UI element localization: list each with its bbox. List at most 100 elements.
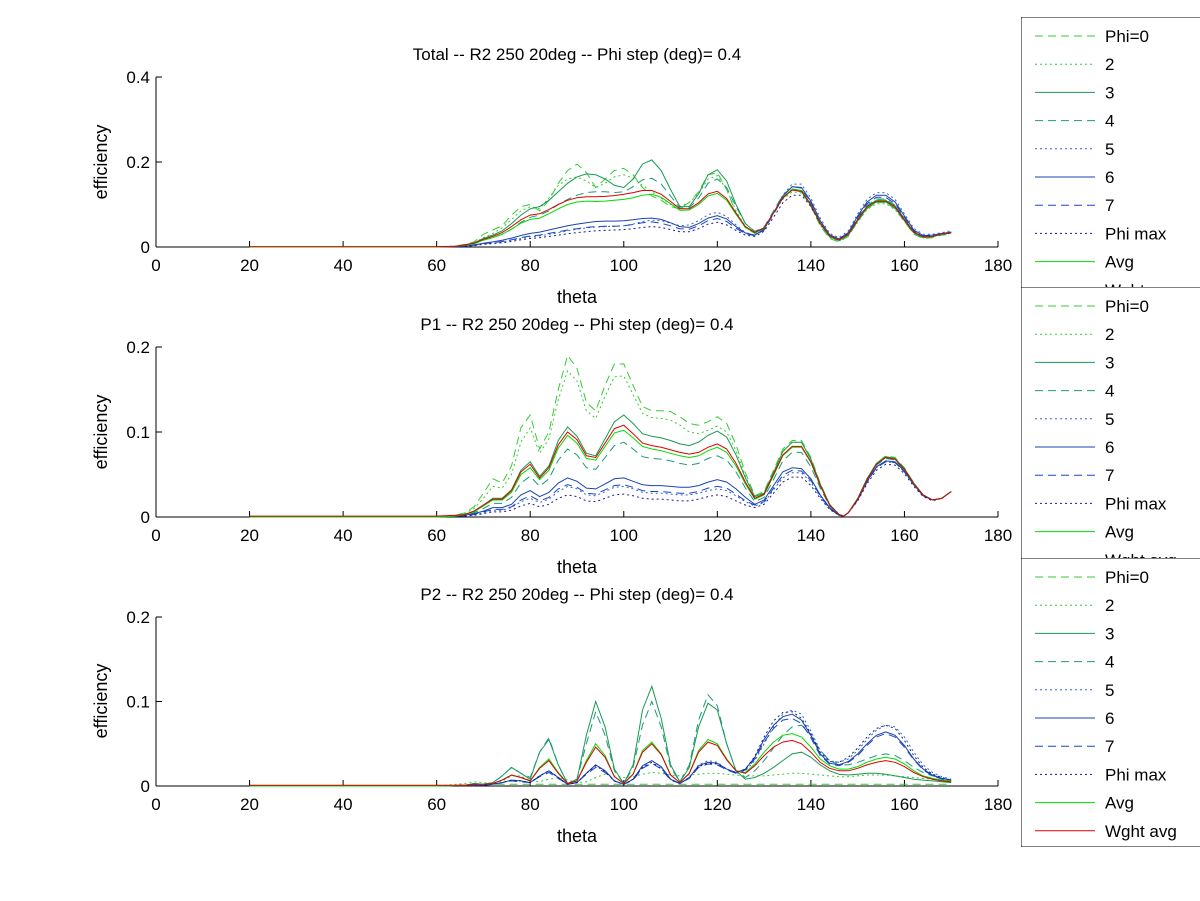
legend: Phi=0 2 3 4 5 6 7 Phi max Avg Wght avg [1021, 287, 1200, 570]
legend-entry: Wght avg [1105, 822, 1177, 841]
y-tick-label: 0.2 [126, 153, 150, 172]
legend-entry: Wght avg [1105, 281, 1177, 300]
legend-entry: Phi max [1105, 494, 1167, 513]
x-tick-label: 60 [427, 795, 446, 814]
legend-entry: 4 [1105, 112, 1114, 131]
x-tick-label: 40 [334, 256, 353, 275]
legend-entry: 2 [1105, 596, 1114, 615]
x-tick-label: 180 [984, 526, 1012, 545]
series-line-7 [249, 463, 952, 518]
x-tick-label: 100 [610, 526, 638, 545]
series-line-3 [249, 693, 952, 787]
x-tick-label: 80 [521, 526, 540, 545]
x-tick-label: 120 [703, 795, 731, 814]
legend-entry: 3 [1105, 353, 1114, 372]
x-tick-label: 140 [797, 795, 825, 814]
x-tick-label: 120 [703, 256, 731, 275]
legend-box [1021, 287, 1200, 560]
legend-entry: 5 [1105, 140, 1114, 159]
y-tick-label: 0.4 [126, 68, 150, 87]
y-tick-label: 0.1 [126, 693, 150, 712]
legend-entry: 7 [1105, 737, 1114, 756]
series-line-9 [249, 424, 952, 517]
legend-entry: Phi=0 [1105, 27, 1149, 46]
x-tick-label: 60 [427, 526, 446, 545]
x-tick-label: 160 [890, 526, 918, 545]
y-axis-label: efficiency [91, 395, 111, 470]
chart-title: P1 -- R2 250 20deg -- Phi step (deg)= 0.… [420, 315, 733, 334]
y-tick-label: 0.2 [126, 338, 150, 357]
x-axis-label: theta [557, 287, 598, 307]
y-tick-label: 0.2 [126, 608, 150, 627]
x-tick-label: 0 [151, 795, 160, 814]
legend-content: Phi=0 2 3 4 5 6 7 Phi max Avg Wght avg [1021, 558, 1200, 847]
subplot-p1: P1 -- R2 250 20deg -- Phi step (deg)= 0.… [91, 287, 1200, 577]
y-tick-label: 0 [141, 508, 150, 527]
x-tick-label: 20 [240, 795, 259, 814]
legend-entry: Wght avg [1105, 551, 1177, 570]
plot-area: 0 20 40 60 80 100 120 140 160 180 0 0.1 0.2 [126, 608, 1012, 814]
legend-box [1021, 17, 1200, 290]
y-tick-label: 0.1 [126, 423, 150, 442]
legend-entry: Phi=0 [1105, 297, 1149, 316]
x-tick-label: 100 [610, 795, 638, 814]
legend-entry: 6 [1105, 438, 1114, 457]
plot-area: 0 20 40 60 80 100 120 140 160 180 0 0.2 0.4 [126, 68, 1012, 275]
legend-entry: Phi=0 [1105, 568, 1149, 587]
x-tick-label: 20 [240, 256, 259, 275]
series-line-0 [249, 354, 952, 518]
x-tick-label: 140 [797, 256, 825, 275]
x-tick-label: 180 [984, 256, 1012, 275]
plot-area: 0 20 40 60 80 100 120 140 160 180 0 0.1 0.2 [126, 338, 1012, 545]
x-tick-label: 40 [334, 526, 353, 545]
series-line-2 [249, 159, 952, 248]
legend-entry: 6 [1105, 168, 1114, 187]
x-tick-label: 60 [427, 256, 446, 275]
legend-entry: 2 [1105, 325, 1114, 344]
x-tick-label: 160 [890, 256, 918, 275]
legend-content: Phi=0 2 3 4 5 6 7 Phi max Avg Wght avg [1021, 287, 1200, 570]
x-tick-label: 20 [240, 526, 259, 545]
legend-box [1021, 558, 1200, 847]
legend-entry: 3 [1105, 624, 1114, 643]
legend-entry: Avg [1105, 253, 1134, 272]
legend-entry: 3 [1105, 83, 1114, 102]
x-tick-label: 0 [151, 256, 160, 275]
series-line-6 [249, 461, 952, 518]
series-line-0 [249, 783, 952, 787]
legend: Phi=0 2 3 4 5 6 7 Phi max Avg Wght avg [1021, 558, 1200, 847]
series-line-9 [249, 739, 952, 786]
legend-entry: 7 [1105, 466, 1114, 485]
legend: Phi=0 2 3 4 5 6 7 Phi max Avg Wght avg [1021, 17, 1200, 300]
legend-entry: Avg [1105, 794, 1134, 813]
legend-entry: Phi max [1105, 765, 1167, 784]
series-line-4 [249, 183, 952, 248]
legend-entry: 5 [1105, 681, 1114, 700]
legend-entry: 5 [1105, 410, 1114, 429]
subplot-total: Total -- R2 250 20deg -- Phi step (deg)=… [91, 17, 1200, 307]
y-tick-label: 0 [141, 238, 150, 257]
series-line-5 [249, 186, 952, 248]
x-axis-label: theta [557, 826, 598, 846]
y-axis-label: efficiency [91, 664, 111, 739]
legend-entry: 4 [1105, 382, 1114, 401]
legend-entry: 7 [1105, 196, 1114, 215]
x-tick-label: 80 [521, 256, 540, 275]
x-tick-label: 180 [984, 795, 1012, 814]
x-tick-label: 140 [797, 526, 825, 545]
series-line-9 [249, 189, 952, 248]
subplot-p2: P2 -- R2 250 20deg -- Phi step (deg)= 0.… [91, 558, 1200, 847]
y-tick-label: 0 [141, 777, 150, 796]
x-tick-label: 160 [890, 795, 918, 814]
x-tick-label: 40 [334, 795, 353, 814]
series-line-1 [249, 771, 952, 787]
legend-entry: 4 [1105, 653, 1114, 672]
legend-entry: 2 [1105, 55, 1114, 74]
legend-entry: 6 [1105, 709, 1114, 728]
x-axis-label: theta [557, 557, 598, 577]
series-line-6 [249, 188, 952, 248]
chart-title: P2 -- R2 250 20deg -- Phi step (deg)= 0.… [420, 585, 733, 604]
chart-title: Total -- R2 250 20deg -- Phi step (deg)=… [413, 45, 741, 64]
x-tick-label: 80 [521, 795, 540, 814]
